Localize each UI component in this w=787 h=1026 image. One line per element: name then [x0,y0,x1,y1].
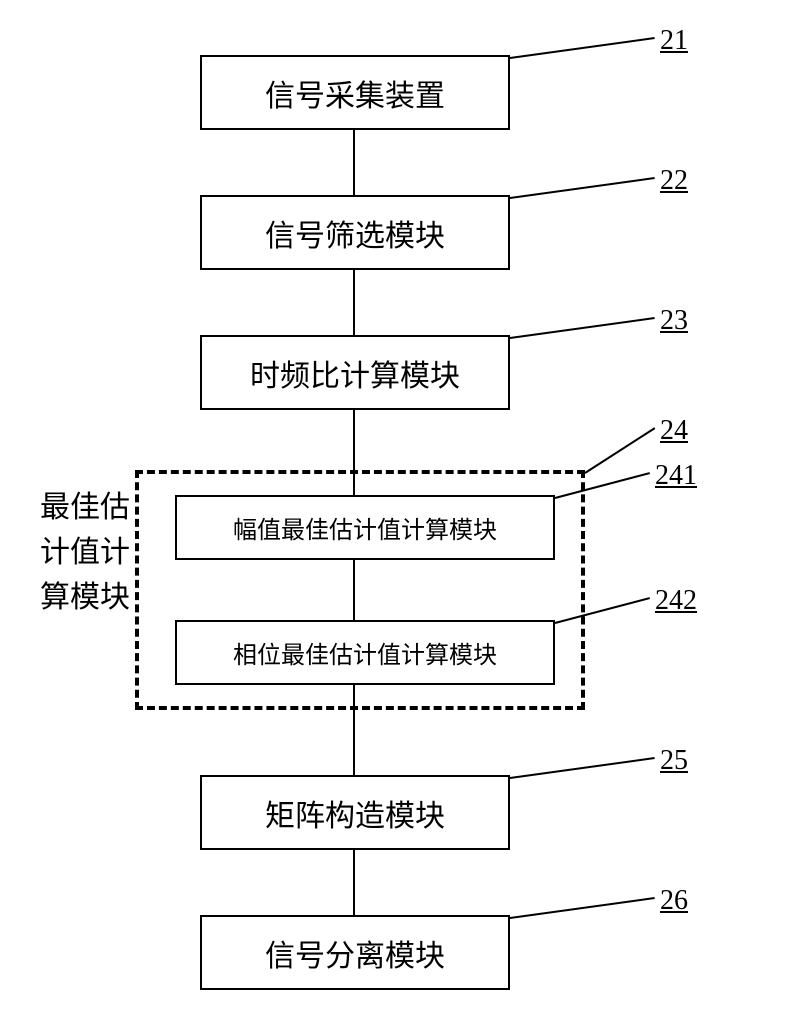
label-tf-ratio: 时频比计算模块 [250,351,460,395]
num-21: 21 [660,25,688,57]
num-22: 22 [660,165,688,197]
label-signal-acquisition: 信号采集装置 [265,71,445,115]
diagram-canvas: 信号采集装置 21 信号筛选模块 22 时频比计算模块 23 24 最佳估计值计… [0,0,787,1026]
leader-line-0 [510,37,655,59]
box-amplitude-estimate: 幅值最佳估计值计算模块 [175,495,555,560]
num-25: 25 [660,745,688,777]
leader-line-3 [584,427,655,474]
num-242: 242 [655,585,697,617]
box-signal-filter: 信号筛选模块 [200,195,510,270]
leader-line-2 [510,317,655,339]
connector-23-241 [353,410,355,495]
num-26: 26 [660,885,688,917]
label-phase-estimate: 相位最佳估计值计算模块 [233,635,497,670]
box-signal-separation: 信号分离模块 [200,915,510,990]
leader-line-7 [510,897,655,919]
connector-241-242 [353,560,355,620]
leader-line-1 [510,177,655,199]
box-phase-estimate: 相位最佳估计值计算模块 [175,620,555,685]
box-tf-ratio: 时频比计算模块 [200,335,510,410]
label-signal-filter: 信号筛选模块 [265,211,445,255]
connector-22-23 [353,270,355,335]
side-label-best-estimate: 最佳估计值计算模块 [40,485,130,620]
connector-25-26 [353,850,355,915]
label-signal-separation: 信号分离模块 [265,931,445,975]
num-23: 23 [660,305,688,337]
connector-21-22 [353,130,355,195]
box-matrix-construct: 矩阵构造模块 [200,775,510,850]
label-matrix-construct: 矩阵构造模块 [265,791,445,835]
num-24: 24 [660,415,688,447]
box-signal-acquisition: 信号采集装置 [200,55,510,130]
leader-line-6 [510,757,655,779]
num-241: 241 [655,460,697,492]
label-amplitude-estimate: 幅值最佳估计值计算模块 [233,510,497,545]
connector-242-25 [353,685,355,775]
